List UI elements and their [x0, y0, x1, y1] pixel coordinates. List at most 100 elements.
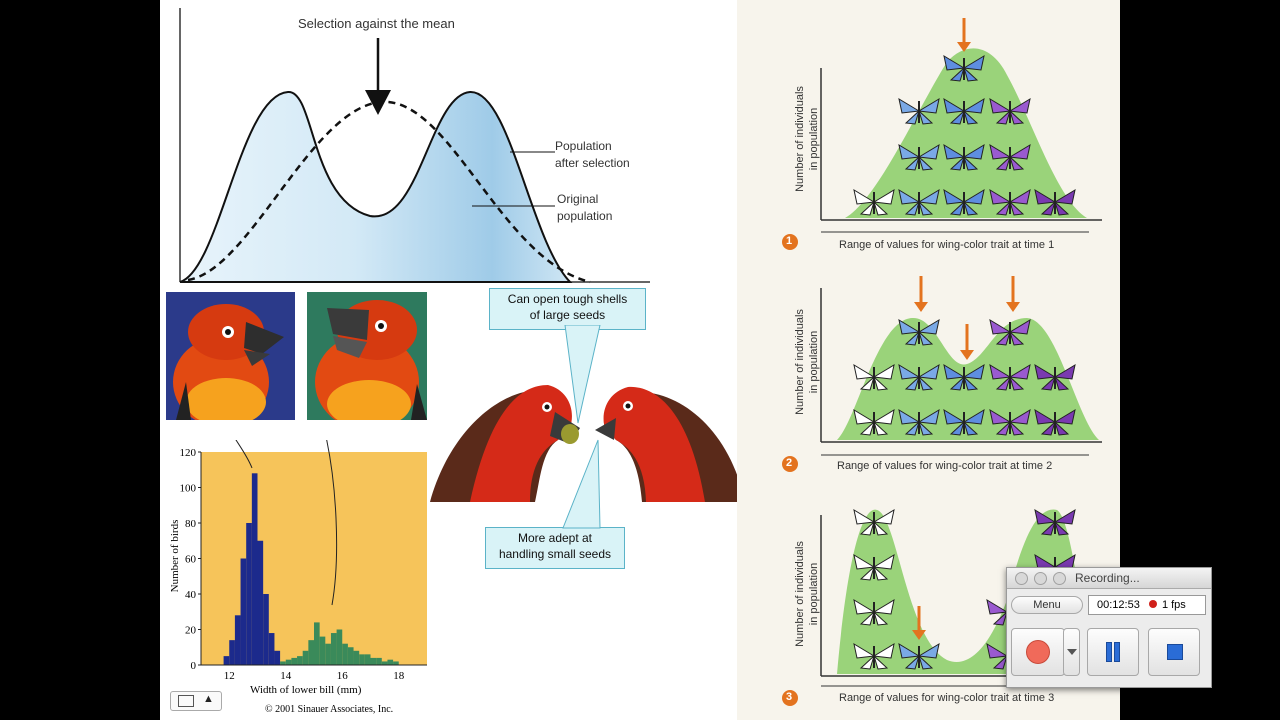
butterfly-icon: [898, 97, 940, 125]
histogram-bar: [314, 622, 320, 665]
histogram-ytick-label: 80: [185, 518, 197, 530]
panel-num-3: 3: [786, 691, 793, 703]
two-finches-graphic: [430, 385, 745, 502]
stop-icon: [1167, 644, 1183, 660]
callout-large-seeds-line2: of large seeds: [529, 308, 606, 322]
histogram-ylabel: Number of birds: [169, 519, 181, 593]
panel-num-1: 1: [786, 235, 793, 247]
butterfly-icon: [1034, 188, 1076, 216]
histogram-bar: [274, 650, 281, 665]
histogram-bar: [263, 594, 269, 665]
histogram-bar: [359, 654, 365, 665]
callout-small-seeds-line2: handling small seeds: [498, 547, 612, 561]
butterfly-icon: [898, 318, 940, 346]
slide: Selection against the mean Population af…: [160, 0, 1120, 720]
callout-large-seeds-line1: Can open tough shells: [507, 292, 628, 306]
butterfly-icon: [1034, 363, 1076, 391]
histogram-bar: [280, 661, 286, 665]
selection-arrow-icon: [912, 630, 926, 640]
close-window-icon[interactable]: [1015, 572, 1028, 585]
callout-small-pointer: [562, 439, 601, 529]
callout-large-pointer: [564, 325, 601, 424]
histogram-ytick-label: 60: [185, 554, 197, 566]
slide-toolbar: ▲: [170, 691, 222, 711]
panel2-ylabel-2: in population: [808, 330, 820, 394]
histogram-bar: [387, 659, 394, 665]
histogram-bar: [285, 659, 292, 665]
recording-window[interactable]: Recording... Menu 00:12:53 1 fps: [1006, 567, 1212, 688]
butterfly-icon: [943, 363, 985, 391]
slides-view-icon[interactable]: [178, 695, 194, 707]
histogram-ytick-label: 100: [180, 483, 197, 495]
recording-title: Recording...: [1075, 571, 1140, 585]
histogram-xtick-label: 16: [337, 670, 349, 682]
menu-button[interactable]: Menu: [1011, 596, 1083, 614]
minimize-window-icon[interactable]: [1034, 572, 1047, 585]
butterfly-icon: [943, 408, 985, 436]
label-after-selection-1: Population: [555, 139, 612, 153]
panel1-ylabel-2: in population: [808, 107, 820, 171]
panel1-xlabel: Range of values for wing-color trait at …: [839, 239, 1055, 251]
histogram-bar: [376, 657, 382, 665]
label-original-2: population: [557, 209, 613, 223]
selection-arrow-icon: [957, 42, 971, 52]
histogram-bar: [325, 643, 331, 665]
recording-status: 00:12:53 1 fps: [1088, 595, 1206, 615]
panel2-ylabel-1: Number of individuals: [794, 309, 806, 415]
callout-large-seeds: Can open tough shells of large seeds: [489, 288, 646, 330]
selection-arrow-icon: [914, 302, 928, 312]
copyright-notice: © 2001 Sinauer Associates, Inc.: [265, 704, 394, 715]
histogram-bar: [246, 523, 252, 665]
butterfly-icon: [1034, 508, 1076, 536]
histogram-bar: [234, 615, 241, 665]
butterfly-icon: [898, 642, 940, 670]
pause-button[interactable]: [1087, 628, 1139, 676]
histogram-bar: [251, 473, 258, 665]
histogram-bar: [353, 650, 360, 665]
histogram-xlabel: Width of lower bill (mm): [250, 684, 362, 696]
recording-time: 00:12:53: [1097, 599, 1140, 611]
butterfly-icon: [898, 143, 940, 171]
histogram-bar: [319, 636, 326, 665]
record-button[interactable]: [1011, 628, 1065, 676]
butterfly-icon: [989, 143, 1031, 171]
histogram-xtick-label: 12: [224, 670, 235, 682]
histogram-bar: [347, 647, 354, 665]
butterfly-icon: [989, 97, 1031, 125]
record-options-dropdown[interactable]: [1063, 628, 1080, 676]
label-after-selection-2: after selection: [555, 156, 630, 170]
record-circle-icon: [1026, 640, 1050, 664]
wing-color-graphic: [782, 18, 1102, 706]
butterfly-icon: [898, 188, 940, 216]
butterfly-icon: [853, 553, 895, 581]
butterfly-icon: [989, 318, 1031, 346]
histogram-bar: [223, 656, 230, 665]
histogram-bar: [229, 640, 235, 665]
histogram-bar: [302, 650, 309, 665]
bill-width-histogram: 0 20 40 60 80 100 120 12 14 16 18 Number of birds…: [160, 419, 440, 700]
panel-number-badge-3: [782, 690, 798, 706]
butterfly-icon: [943, 143, 985, 171]
selection-arrow-icon: [1006, 302, 1020, 312]
up-arrow-button[interactable]: ▲: [203, 693, 214, 705]
butterfly-icon: [853, 642, 895, 670]
panel3-ylabel-1: Number of individuals: [794, 541, 806, 647]
histogram-ytick-label: 120: [180, 447, 197, 459]
zoom-window-icon[interactable]: [1053, 572, 1066, 585]
wing-color-panels: 1 2 3 Number of individuals in populatio…: [737, 0, 1120, 720]
selection-arrow-icon: [960, 350, 974, 360]
butterfly-icon: [989, 363, 1031, 391]
panel-num-2: 2: [786, 457, 793, 469]
histogram-bar: [297, 656, 303, 665]
selection-title: Selection against the mean: [298, 16, 455, 31]
recording-titlebar[interactable]: Recording...: [1007, 568, 1211, 589]
callout-small-seeds: More adept at handling small seeds: [485, 527, 625, 569]
panel3-ylabel-2: in population: [808, 562, 820, 626]
stop-button[interactable]: [1148, 628, 1200, 676]
butterfly-icon: [853, 408, 895, 436]
histogram-ytick-label: 40: [185, 589, 197, 601]
butterfly-icon: [853, 598, 895, 626]
histogram-xtick-label: 14: [280, 670, 292, 682]
histogram-bar: [291, 657, 298, 665]
butterfly-icon: [989, 188, 1031, 216]
